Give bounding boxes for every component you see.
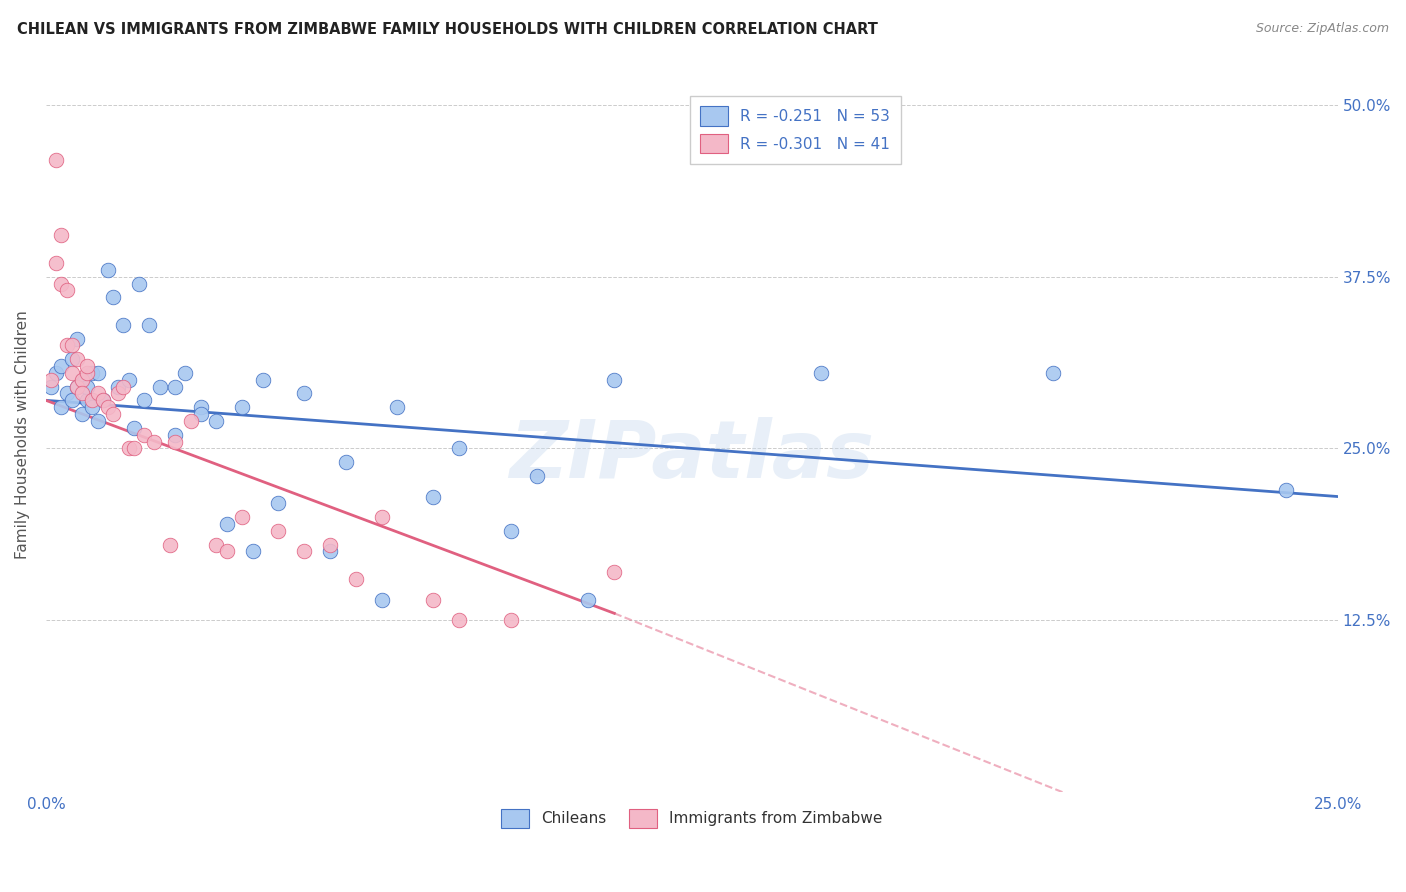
Point — [51, 359, 73, 373]
Point — [526, 469, 548, 483]
Point — [39, 373, 62, 387]
Point — [70, 373, 93, 387]
Point — [371, 510, 394, 524]
Point — [76, 379, 98, 393]
Point — [51, 228, 73, 243]
Point — [86, 366, 108, 380]
Point — [107, 379, 129, 393]
Point — [76, 366, 98, 380]
Point — [138, 318, 160, 332]
Point — [499, 613, 522, 627]
Point — [112, 379, 135, 393]
Point — [267, 496, 290, 510]
Point — [55, 338, 77, 352]
Point — [231, 401, 253, 415]
Point — [180, 414, 202, 428]
Point — [159, 538, 181, 552]
Point — [165, 379, 187, 393]
Point — [82, 393, 104, 408]
Point — [134, 427, 156, 442]
Point — [149, 379, 172, 393]
Point — [292, 544, 315, 558]
Point — [86, 414, 108, 428]
Point — [387, 401, 409, 415]
Point — [45, 153, 67, 167]
Point — [117, 442, 139, 456]
Point — [70, 373, 93, 387]
Point — [422, 490, 444, 504]
Point — [449, 613, 471, 627]
Point — [60, 352, 83, 367]
Point — [60, 393, 83, 408]
Point — [82, 366, 104, 380]
Point — [603, 565, 626, 579]
Point — [70, 386, 93, 401]
Point — [51, 277, 73, 291]
Point — [319, 544, 342, 558]
Point — [267, 524, 290, 538]
Point — [190, 407, 212, 421]
Point — [371, 592, 394, 607]
Point — [55, 284, 77, 298]
Point — [1275, 483, 1298, 497]
Point — [603, 373, 626, 387]
Point — [122, 442, 145, 456]
Point — [60, 366, 83, 380]
Point — [143, 434, 166, 449]
Point — [70, 407, 93, 421]
Point — [578, 592, 600, 607]
Point — [39, 379, 62, 393]
Legend: Chileans, Immigrants from Zimbabwe: Chileans, Immigrants from Zimbabwe — [495, 803, 889, 834]
Point — [422, 592, 444, 607]
Point — [810, 366, 832, 380]
Point — [45, 256, 67, 270]
Point — [215, 516, 238, 531]
Point — [66, 352, 89, 367]
Point — [122, 421, 145, 435]
Point — [55, 386, 77, 401]
Point — [82, 401, 104, 415]
Point — [205, 414, 228, 428]
Point — [335, 455, 357, 469]
Point — [128, 277, 150, 291]
Point — [319, 538, 342, 552]
Point — [165, 434, 187, 449]
Point — [190, 401, 212, 415]
Y-axis label: Family Households with Children: Family Households with Children — [15, 310, 30, 559]
Text: CHILEAN VS IMMIGRANTS FROM ZIMBABWE FAMILY HOUSEHOLDS WITH CHILDREN CORRELATION : CHILEAN VS IMMIGRANTS FROM ZIMBABWE FAMI… — [17, 22, 877, 37]
Point — [231, 510, 253, 524]
Point — [215, 544, 238, 558]
Point — [97, 262, 120, 277]
Point — [252, 373, 274, 387]
Point — [66, 379, 89, 393]
Point — [51, 401, 73, 415]
Point — [66, 379, 89, 393]
Point — [344, 572, 367, 586]
Text: ZIPatlas: ZIPatlas — [509, 417, 875, 495]
Point — [86, 386, 108, 401]
Point — [499, 524, 522, 538]
Point — [205, 538, 228, 552]
Point — [134, 393, 156, 408]
Point — [66, 332, 89, 346]
Point — [97, 401, 120, 415]
Point — [242, 544, 264, 558]
Point — [1042, 366, 1064, 380]
Text: Source: ZipAtlas.com: Source: ZipAtlas.com — [1256, 22, 1389, 36]
Point — [101, 407, 124, 421]
Point — [174, 366, 197, 380]
Point — [449, 442, 471, 456]
Point — [76, 393, 98, 408]
Point — [101, 290, 124, 304]
Point — [60, 338, 83, 352]
Point — [107, 386, 129, 401]
Point — [117, 373, 139, 387]
Point — [112, 318, 135, 332]
Point — [76, 359, 98, 373]
Point — [45, 366, 67, 380]
Point — [165, 427, 187, 442]
Point — [91, 393, 114, 408]
Point — [292, 386, 315, 401]
Point — [91, 393, 114, 408]
